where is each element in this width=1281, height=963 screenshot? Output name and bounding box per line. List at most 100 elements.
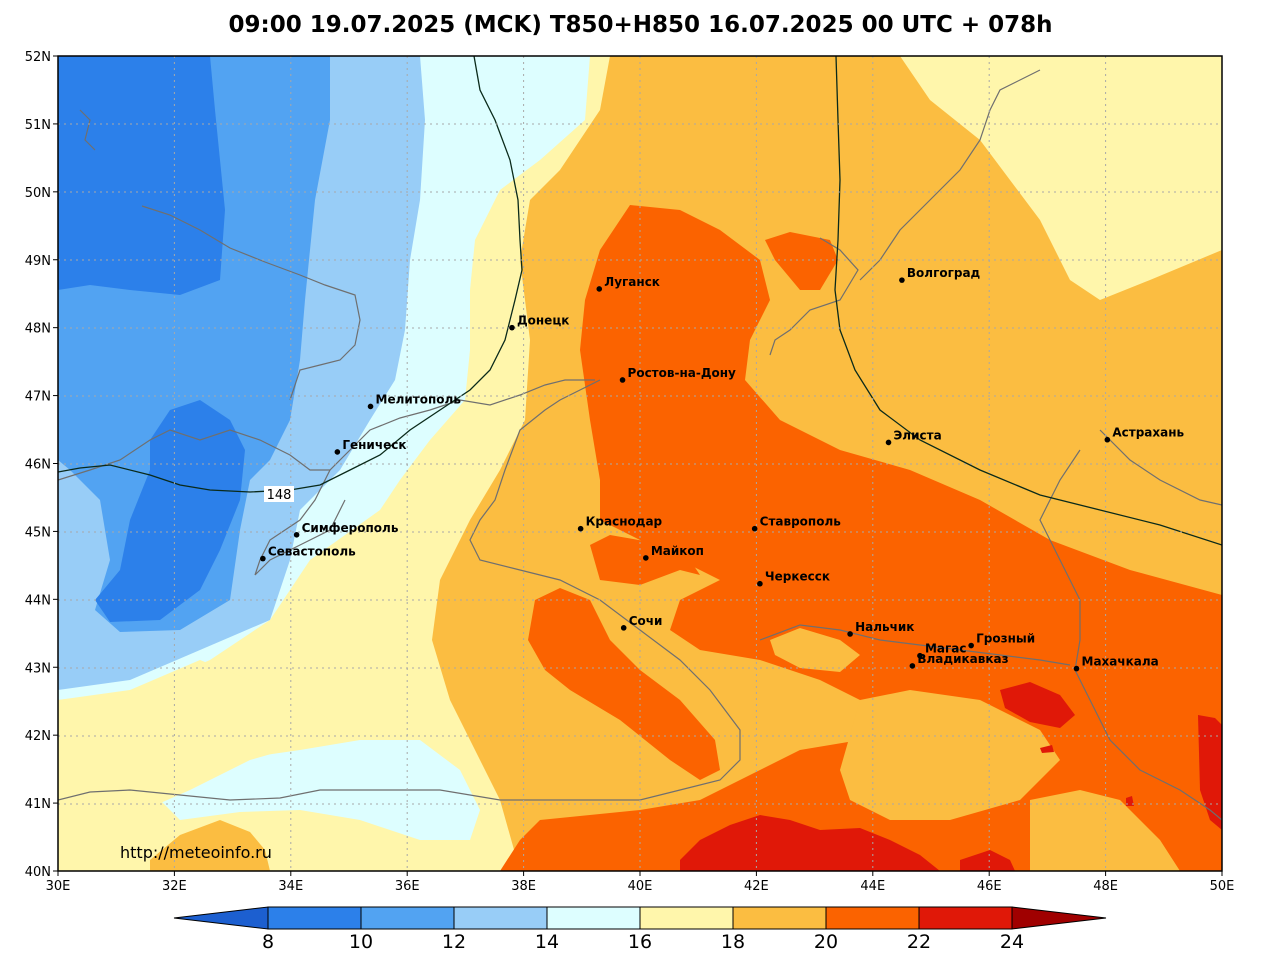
- lon-tick-label: 38E: [511, 879, 536, 894]
- colorbar-segment: [453, 906, 548, 930]
- colorbar-label: 8: [262, 931, 274, 953]
- band-18-20-ne: [900, 56, 1222, 300]
- city-marker: [751, 525, 758, 532]
- colorbar-segment: [732, 906, 827, 930]
- city-marker: [643, 555, 649, 561]
- band-20-22-sw: [150, 820, 270, 871]
- city-label: Астрахань: [1112, 426, 1184, 440]
- band-24-plus-dagestan: [1000, 682, 1075, 728]
- colorbar-label: 22: [907, 931, 931, 953]
- city-marker: [596, 286, 603, 292]
- lon-tick-label: 42E: [744, 879, 769, 894]
- temperature-field: 148 Луганск Волгоград Донецк Ростов-на-Дону…: [58, 56, 1222, 871]
- lat-tick-label: 41N: [25, 797, 51, 812]
- lon-tick-label: 32E: [162, 879, 187, 894]
- band-24-plus-speck: [1040, 745, 1054, 753]
- city-marker: [757, 580, 763, 587]
- colorbar-label: 18: [721, 931, 745, 953]
- city-marker: [509, 324, 515, 331]
- city-label: Черкесск: [765, 570, 830, 584]
- colorbar-label: 12: [442, 931, 466, 953]
- lat-tick-label: 46N: [25, 458, 51, 473]
- band-10-12-crimea: [95, 400, 245, 622]
- city-label: Махачкала: [1082, 655, 1159, 669]
- lat-tick-label: 44N: [25, 593, 51, 608]
- lon-tick-label: 34E: [278, 879, 303, 894]
- city-marker: [968, 642, 974, 649]
- colorbar-label: 14: [535, 931, 559, 953]
- colorbar-label: 20: [814, 931, 838, 953]
- lon-tick-label: 44E: [860, 879, 885, 894]
- band-10-12: [58, 56, 225, 295]
- colorbar-segment: [639, 906, 734, 930]
- band-20-22-south: [840, 690, 1060, 820]
- geopotential-contours: [58, 56, 1222, 546]
- lon-axis: 30E 32E 34E 36E 38E 40E 42E 44E 46E 48E 50E: [46, 871, 1235, 894]
- band-22-24-sochi: [528, 588, 720, 780]
- lon-tick-label: 40E: [628, 879, 653, 894]
- city-marker: [909, 663, 916, 669]
- lat-tick-label: 40N: [25, 865, 51, 880]
- band-18-20-sw: [58, 660, 330, 860]
- band-24-plus-south: [680, 815, 940, 871]
- city-label: Ставрополь: [760, 515, 842, 529]
- lon-tick-label: 50E: [1210, 879, 1235, 894]
- city-marker: [885, 439, 892, 446]
- colorbar-low-extend: [173, 906, 269, 930]
- colorbar-segment: [360, 906, 455, 930]
- colorbar-segment: [267, 906, 362, 930]
- lat-tick-label: 48N: [25, 322, 51, 337]
- band-24-plus-south2: [960, 850, 1015, 871]
- cities-layer: Луганск Волгоград Донецк Ростов-на-Дону Мели…: [260, 266, 1185, 672]
- lat-tick-label: 49N: [25, 254, 51, 269]
- city-label: Грозный: [976, 632, 1035, 646]
- city-marker: [899, 277, 905, 283]
- city-marker: [367, 403, 374, 410]
- city-marker: [334, 449, 341, 455]
- contour-label-box: [264, 486, 294, 502]
- city-marker: [577, 525, 584, 532]
- city-label: Магас: [925, 642, 967, 656]
- coastlines: [58, 69, 1222, 821]
- band-24-plus-east: [1198, 715, 1222, 830]
- colorbar-high-extend: [1011, 906, 1107, 930]
- colorbar-segment: [825, 906, 920, 930]
- lat-tick-label: 50N: [25, 186, 51, 201]
- city-label: Донецк: [517, 314, 569, 328]
- watermark: http://meteoinfo.ru: [120, 843, 272, 862]
- colorbar-segment: [918, 906, 1013, 930]
- gridlines: [58, 56, 1222, 871]
- city-label: Элиста: [894, 428, 942, 442]
- band-20-22-se: [1030, 790, 1180, 871]
- lat-tick-label: 43N: [25, 661, 51, 676]
- city-label: Ростов-на-Дону: [628, 366, 737, 380]
- lat-tick-label: 51N: [25, 118, 51, 133]
- city-marker: [260, 555, 266, 562]
- lat-tick-label: 42N: [25, 729, 51, 744]
- lon-tick-label: 46E: [977, 879, 1002, 894]
- city-label: Майкоп: [651, 544, 704, 558]
- contour-label: 148: [267, 488, 292, 503]
- city-marker: [619, 377, 626, 383]
- colorbar-label: 10: [349, 931, 373, 953]
- band-20-22-inner: [770, 628, 860, 672]
- city-label: Мелитополь: [376, 392, 462, 406]
- lat-tick-label: 47N: [25, 390, 51, 405]
- city-label: Севастополь: [268, 545, 356, 559]
- city-label: Владикавказ: [917, 652, 1008, 666]
- colorbar-label: 24: [1000, 931, 1024, 953]
- city-label: Волгоград: [907, 266, 981, 280]
- city-marker: [620, 625, 627, 631]
- city-label: Симферополь: [302, 521, 399, 535]
- city-marker: [847, 631, 853, 637]
- lon-tick-label: 36E: [395, 879, 420, 894]
- lon-tick-label: 30E: [46, 879, 71, 894]
- city-label: Нальчик: [855, 620, 914, 634]
- colorbar: 8 10 12 14 16 18 20 22 24: [173, 906, 1107, 953]
- city-label: Краснодар: [586, 515, 663, 529]
- lon-tick-label: 48E: [1093, 879, 1118, 894]
- band-22-24-north: [765, 232, 838, 290]
- city-marker: [917, 652, 923, 659]
- map-title: 09:00 19.07.2025 (MCK) T850+H850 16.07.2…: [228, 12, 1053, 38]
